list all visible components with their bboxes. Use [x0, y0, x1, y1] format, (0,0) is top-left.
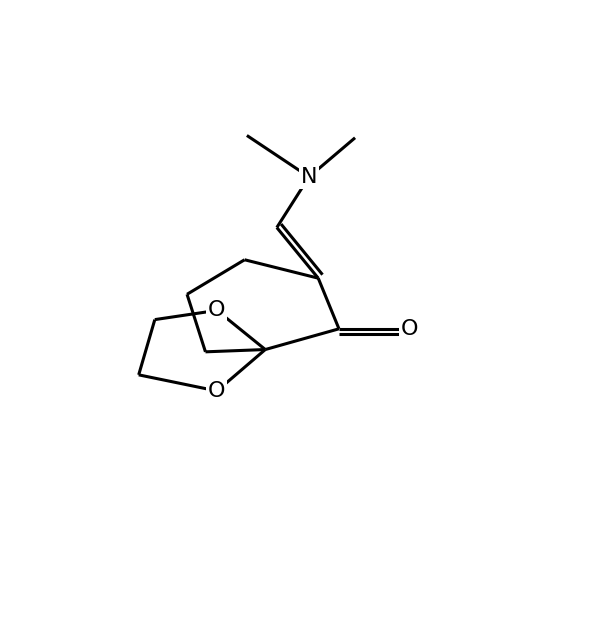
Text: O: O [208, 381, 226, 401]
Text: O: O [401, 319, 419, 339]
Text: N: N [301, 167, 317, 187]
Text: O: O [208, 300, 226, 320]
